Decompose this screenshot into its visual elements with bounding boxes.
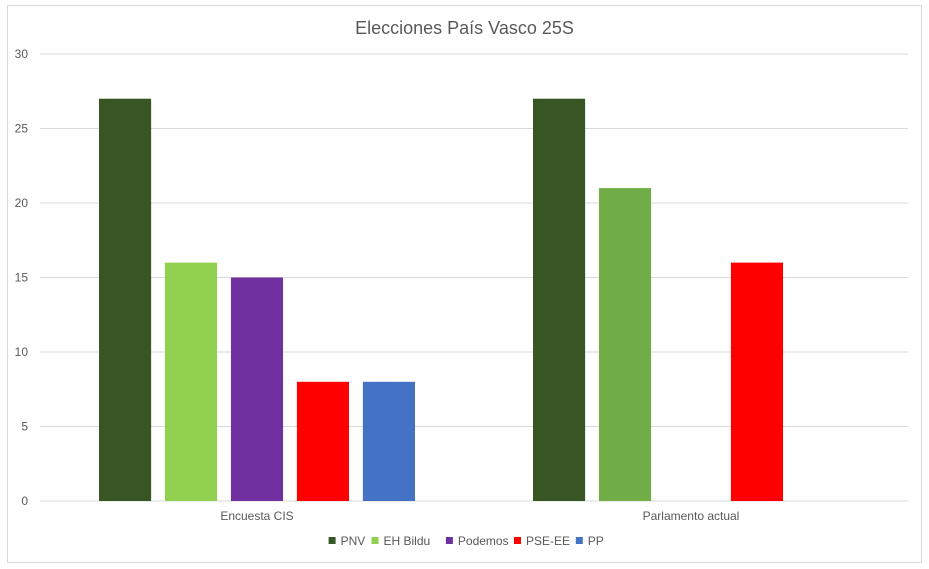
x-category-label: Encuesta CIS <box>220 509 293 523</box>
legend: PNV EH Bildu Podemos PSE-EE PP <box>328 534 604 548</box>
legend-label: PNV <box>341 534 366 548</box>
x-axis-categories: Encuesta CIS Parlamento actual <box>220 509 739 523</box>
bar-eh-bildu <box>164 262 218 501</box>
y-tick-label: 20 <box>15 196 29 210</box>
y-axis-ticks: 0 5 10 15 20 25 30 <box>15 47 29 508</box>
bar-pnv <box>533 98 586 501</box>
chart-title: Elecciones País Vasco 25S <box>355 18 574 38</box>
legend-label: PSE-EE <box>526 534 570 548</box>
y-tick-label: 5 <box>21 420 28 434</box>
y-tick-label: 25 <box>15 122 29 136</box>
legend-swatch <box>371 537 379 544</box>
y-tick-label: 10 <box>15 345 29 359</box>
legend-label: Podemos <box>458 534 509 548</box>
bar-pse-ee <box>296 381 350 501</box>
bar-pse-ee <box>730 262 784 501</box>
legend-swatch <box>514 537 521 544</box>
bar-pp <box>362 381 415 501</box>
legend-swatch <box>575 537 583 544</box>
legend-swatch <box>445 537 453 544</box>
legend-label: EH Bildu <box>384 534 431 548</box>
legend-label: PP <box>588 534 604 548</box>
x-category-label: Parlamento actual <box>643 509 740 523</box>
y-tick-label: 30 <box>15 47 29 61</box>
y-tick-label: 15 <box>15 271 29 285</box>
bars <box>99 98 784 501</box>
bar-eh-bildu <box>598 188 652 501</box>
bar-pnv <box>99 98 152 501</box>
bar-podemos <box>230 277 284 501</box>
y-tick-label: 0 <box>21 494 28 508</box>
legend-swatch <box>328 537 336 544</box>
